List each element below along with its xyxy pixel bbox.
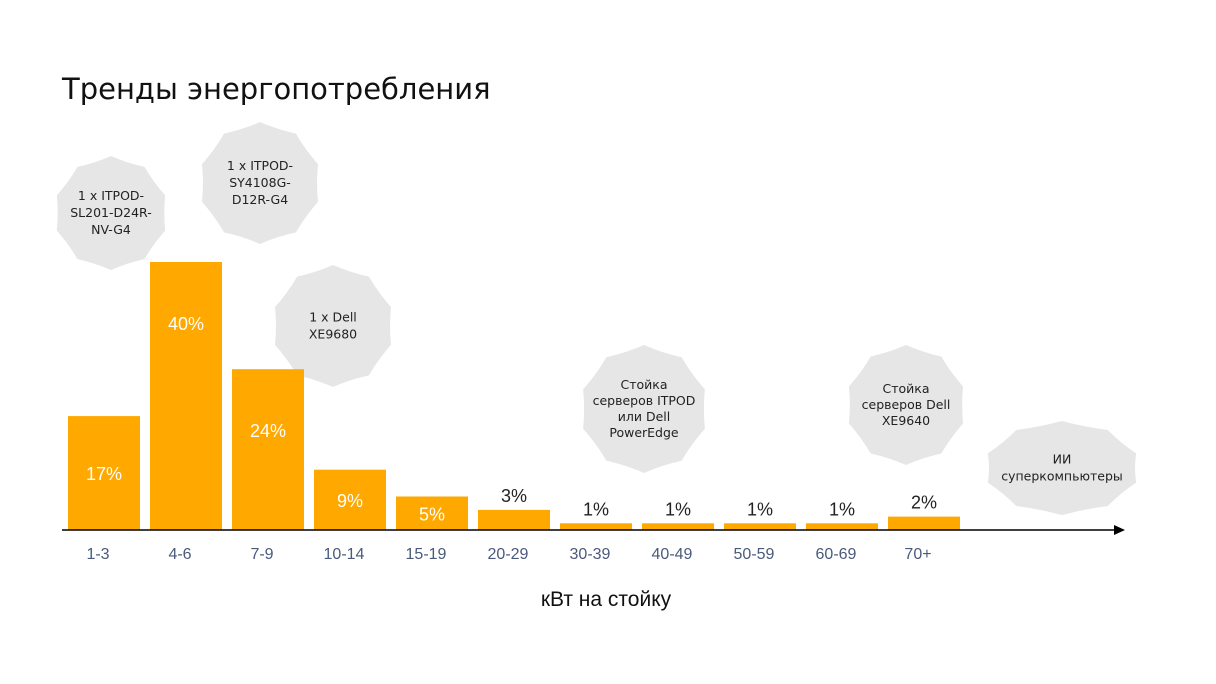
annotation-badge-shape bbox=[275, 265, 391, 387]
x-tick-10-14: 10-14 bbox=[324, 546, 365, 563]
bar-15-19 bbox=[396, 496, 468, 530]
bar-value-labels: 17% 40% 24% 9% 5% 3% 1% 1% 1% 1% 2% bbox=[86, 314, 937, 524]
x-axis-title-text: кВт на стойку bbox=[540, 588, 672, 611]
bar-value-label-10-14: 9% bbox=[337, 491, 363, 511]
bar-value-label-7-9: 24% bbox=[250, 421, 286, 441]
annotation-badge-shape bbox=[987, 421, 1137, 515]
bar-value-label-15-19: 5% bbox=[419, 504, 445, 524]
x-tick-4-6: 4-6 bbox=[168, 546, 191, 563]
x-axis bbox=[62, 525, 1125, 535]
annotation-badge-1: 1 x ITPOD- SL201-D24R- NV-G4 bbox=[56, 156, 166, 270]
bar-value-label-50-59: 1% bbox=[747, 499, 773, 519]
chart-title: Тренды энергопотребления bbox=[62, 72, 491, 106]
bar-value-label-4-6: 40% bbox=[168, 314, 204, 334]
x-tick-60-69: 60-69 bbox=[816, 546, 857, 563]
annotation-badge-6: ИИ суперкомпьютеры bbox=[987, 421, 1137, 515]
annotation-text-line: серверов ITPOD bbox=[593, 393, 696, 408]
annotation-text-line: 1 x Dell bbox=[309, 310, 357, 325]
annotation-text-line: PowerEdge bbox=[609, 425, 679, 440]
bar-20-29 bbox=[478, 509, 550, 530]
annotation-badge-shape bbox=[202, 122, 318, 244]
x-axis-arrow bbox=[1114, 525, 1125, 535]
x-axis-title: кВт на стойку bbox=[0, 588, 1216, 612]
annotation-text-line: серверов Dell bbox=[862, 397, 951, 412]
x-tick-30-39: 30-39 bbox=[570, 546, 611, 563]
bar-70+ bbox=[888, 516, 960, 530]
annotation-badge-shape bbox=[56, 156, 166, 270]
bar-4-6 bbox=[150, 262, 222, 530]
annotation-badge-2: 1 x ITPOD- SY4108G- D12R-G4 bbox=[202, 122, 318, 244]
x-tick-labels: 1-3 4-6 7-9 10-14 15-19 20-29 30-39 40-49 50-59 6… bbox=[86, 546, 931, 563]
annotation-badge-3: 1 x Dell XE9680 bbox=[275, 265, 391, 387]
bar-value-label-60-69: 1% bbox=[829, 499, 855, 519]
bar-value-label-30-39: 1% bbox=[583, 499, 609, 519]
x-tick-50-59: 50-59 bbox=[734, 546, 775, 563]
bar-40-49 bbox=[642, 523, 714, 530]
bar-10-14 bbox=[314, 469, 386, 530]
x-tick-1-3: 1-3 bbox=[86, 546, 109, 563]
bar-7-9 bbox=[232, 369, 304, 530]
x-tick-20-29: 20-29 bbox=[488, 546, 529, 563]
bars bbox=[68, 262, 960, 530]
bar-1-3 bbox=[68, 416, 140, 530]
annotation-text-line: SL201-D24R- bbox=[70, 205, 152, 220]
annotation-text-line: 1 x ITPOD- bbox=[227, 158, 293, 173]
annotation-badges: 1 x ITPOD- SL201-D24R- NV-G4 1 x ITPOD- SY41… bbox=[56, 122, 1137, 515]
bar-50-59 bbox=[724, 523, 796, 530]
annotation-text-line: 1 x ITPOD- bbox=[78, 188, 144, 203]
bar-value-label-70+: 2% bbox=[911, 493, 937, 513]
x-tick-7-9: 7-9 bbox=[250, 546, 273, 563]
bar-60-69 bbox=[806, 523, 878, 530]
x-tick-15-19: 15-19 bbox=[406, 546, 447, 563]
annotation-text-line: ИИ bbox=[1053, 452, 1072, 467]
annotation-text-line: Стойка bbox=[883, 381, 930, 396]
bar-30-39 bbox=[560, 523, 632, 530]
x-tick-40-49: 40-49 bbox=[652, 546, 693, 563]
annotation-text-line: XE9680 bbox=[309, 327, 357, 342]
annotation-text-line: D12R-G4 bbox=[232, 192, 288, 207]
bar-value-label-40-49: 1% bbox=[665, 499, 691, 519]
annotation-text-line: XE9640 bbox=[882, 413, 930, 428]
bar-value-label-1-3: 17% bbox=[86, 464, 122, 484]
annotation-text-line: Стойка bbox=[621, 377, 668, 392]
annotation-text-line: суперкомпьютеры bbox=[1001, 469, 1123, 484]
annotation-text-line: SY4108G- bbox=[229, 175, 291, 190]
annotation-badge-shape bbox=[583, 345, 705, 473]
annotation-text-line: NV-G4 bbox=[91, 222, 131, 237]
annotation-text-line: или Dell bbox=[618, 409, 670, 424]
annotation-badge-shape bbox=[848, 345, 964, 465]
bar-value-label-20-29: 3% bbox=[501, 486, 527, 506]
x-tick-70+: 70+ bbox=[904, 546, 931, 563]
